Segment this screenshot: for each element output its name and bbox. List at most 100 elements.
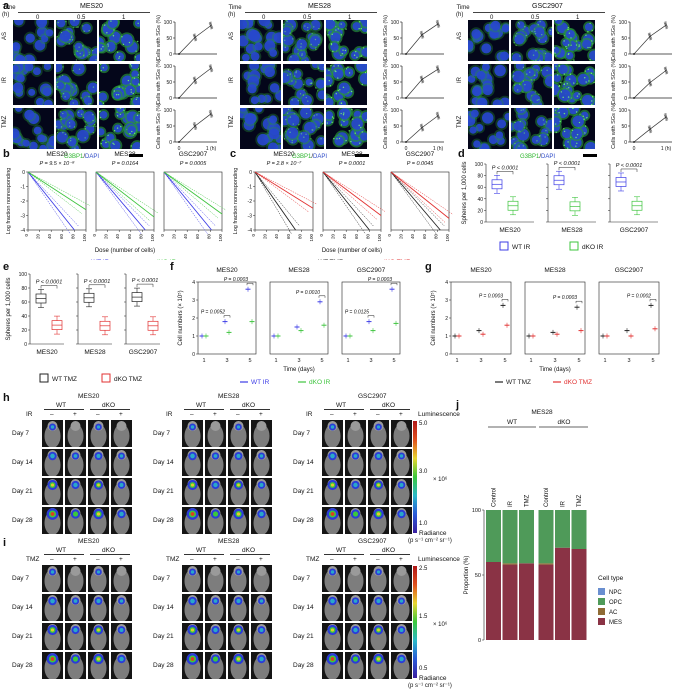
day-label: Day 14 [153,604,174,611]
cell-line-title: MES28 [218,538,239,545]
genotype-label: WT [336,547,346,554]
plot-frame [198,282,256,354]
fit-line [255,172,313,208]
genotype-label: WT [196,547,206,554]
treatment-sign: + [119,556,123,563]
subplot-title: MES28 [288,267,310,274]
mouse-image [368,623,389,650]
x-axis-label: Time (days) [283,367,314,373]
x-tick-label: 20 [331,234,336,240]
treatment-label: TMZ [306,556,319,563]
treatment-label: IR [306,411,313,418]
bioluminescence-signal [260,483,264,487]
mouse-image [182,478,203,505]
y-tick-label: 0 [624,96,627,102]
bioluminescence-signal [120,483,124,487]
scale-tick-label: 1.0 [419,521,427,528]
mouse-image [111,594,132,621]
mouse-image [368,420,389,447]
mouse-image-canvas [368,652,389,679]
mouse-head [211,421,221,431]
mouse-image [368,594,389,621]
mouse-image-canvas [111,449,132,476]
bioluminescence-signal [260,599,263,602]
y-tick-label: 0 [169,96,172,102]
y-tick-label: 1 [445,334,448,340]
x-tick-label: 1 [455,358,458,364]
mouse-image [391,449,412,476]
day-label: Day 14 [12,604,33,611]
legend-label: WT IR [251,379,270,386]
ci-line [164,172,208,234]
p-value: P = 0.0045 [407,161,434,167]
x-tick-label: 60 [127,234,132,240]
category-label: IR [561,500,567,507]
bioluminescence-signal [353,511,358,516]
mouse-image-canvas [251,449,272,476]
p-value: P = 0.0003 [368,277,392,283]
mouse-image [111,507,132,534]
mouse-image-canvas [88,449,109,476]
mouse-image [228,507,249,534]
y-tick-label: 50 [621,36,627,42]
data-point [633,53,635,55]
ci-line [323,172,377,220]
bioluminescence-signal [191,570,194,573]
mouse-image [251,478,272,505]
mouse-image [182,507,203,534]
y-tick-label: 40 [21,314,27,320]
x-tick-label: 1 [529,358,532,364]
legend-label: WT IR [91,259,110,260]
mouse-image-canvas [42,565,63,592]
mouse-image-canvas [228,594,249,621]
bioluminescence-signal [214,454,218,458]
y-tick-label: 50 [393,80,399,86]
category-label: Control [544,488,550,507]
bioluminescence-signal [191,483,194,486]
bioluminescence-signal [51,657,55,661]
subplot-title: MES20 [273,151,295,158]
mouse-image-canvas [228,420,249,447]
mouse-image [111,449,132,476]
bioluminescence-signal [51,512,55,516]
stacked-bar-segment [486,562,501,640]
x-tick-label: 3 [627,358,630,364]
mouse-image [42,565,63,592]
legend-label: dKO IR [155,259,177,260]
mouse-image-canvas [345,420,366,447]
mouse-image [322,420,343,447]
treatment-sign: – [236,556,240,563]
p-value: P < 0.0001 [616,163,643,169]
y-axis-label: Cells with SGs (%) [611,59,617,105]
mouse-image-canvas [65,565,86,592]
significance-bracket [621,169,637,172]
bioluminescence-signal [97,425,100,428]
x-tick-label: 3 [225,358,228,364]
y-axis-label: Spheres per 1,000 cells [462,161,468,224]
x-tick-label: 40 [47,234,52,240]
subplot-title: GSC2907 [406,151,435,158]
legend-label: WT IR [512,244,531,251]
mouse-image-canvas [182,565,203,592]
mouse-image [368,449,389,476]
bioluminescence-signal [50,454,55,459]
x-tick-label: 80 [70,234,75,240]
scale-tick-label: 0.5 [419,666,427,673]
category-label: TMZ [577,494,583,507]
bioluminescence-signal [376,599,380,603]
mouse-image [65,652,86,679]
bioluminescence-signal [399,512,404,517]
y-tick-label: 0 [445,352,448,358]
mouse-image [228,420,249,447]
y-tick-label: 100 [164,64,173,70]
bioluminescence-signal [96,599,100,603]
ci-line [28,172,90,206]
y-tick-label: 0 [396,140,399,146]
mouse-image-canvas [251,420,272,447]
y-axis-label: Cells with SGs (%) [383,103,389,149]
ci-line [255,172,300,226]
y-tick-label: 50 [166,124,172,130]
x-tick-label: 3 [369,358,372,364]
cell-line-title: GSC2907 [358,538,387,545]
